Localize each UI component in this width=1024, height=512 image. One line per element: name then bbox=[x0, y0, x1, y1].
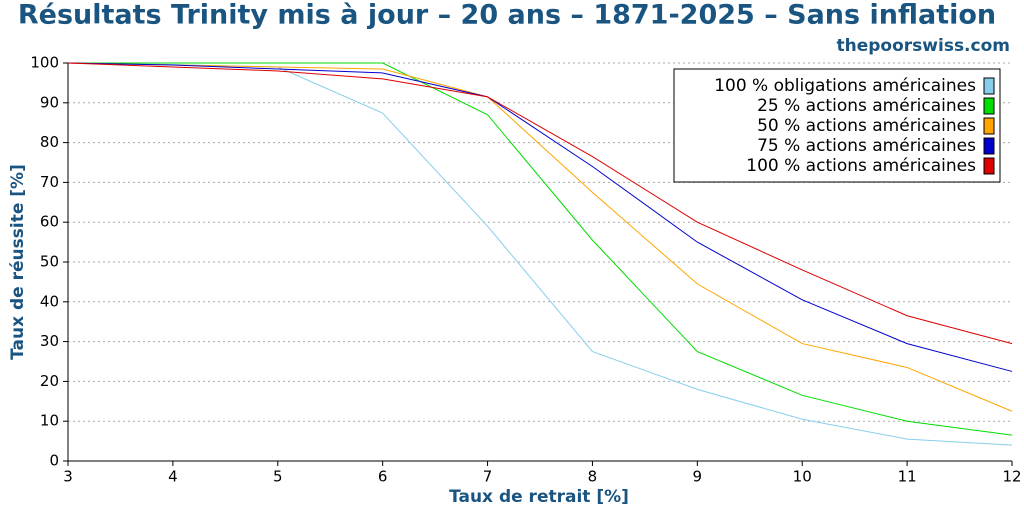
y-tick-label: 100 bbox=[30, 54, 59, 72]
legend-label: 100 % obligations américaines bbox=[714, 76, 976, 96]
y-tick-label: 0 bbox=[49, 452, 59, 470]
x-tick-label: 7 bbox=[483, 468, 493, 486]
plot-area: 0 10 20 30 40 50 60 70 80 90 100 3 4 5 6 7 8 9 10 11 12 100 %… bbox=[30, 54, 1021, 486]
y-tick-label: 50 bbox=[40, 253, 59, 271]
x-tick-label: 10 bbox=[793, 468, 812, 486]
series-line bbox=[68, 62, 1013, 436]
x-axis-label: Taux de retrait [%] bbox=[449, 487, 629, 507]
x-tick-label: 11 bbox=[898, 468, 917, 486]
y-tick-label: 20 bbox=[40, 372, 59, 390]
x-tick-label: 6 bbox=[378, 468, 388, 486]
x-tick-label: 8 bbox=[588, 468, 598, 486]
legend-label: 100 % actions américaines bbox=[746, 156, 976, 176]
x-tick-label: 4 bbox=[168, 468, 178, 486]
y-axis-label: Taux de réussite [%] bbox=[8, 164, 28, 360]
legend-label: 50 % actions américaines bbox=[757, 116, 976, 136]
y-tick-label: 40 bbox=[40, 292, 59, 310]
x-tick-label: 5 bbox=[273, 468, 283, 486]
series-line bbox=[67, 62, 1013, 372]
y-tick-label: 90 bbox=[40, 93, 59, 111]
y-tick-label: 80 bbox=[40, 133, 59, 151]
y-tick-label: 10 bbox=[40, 412, 59, 430]
legend-swatch bbox=[983, 117, 995, 135]
legend-label: 75 % actions américaines bbox=[757, 136, 976, 156]
legend-swatch bbox=[983, 137, 995, 155]
legend-box bbox=[673, 68, 1001, 183]
x-tick-label: 3 bbox=[63, 468, 73, 486]
legend-label: 25 % actions américaines bbox=[757, 96, 976, 116]
chart-subtitle: thepoorswiss.com bbox=[837, 36, 1011, 56]
legend-swatch bbox=[983, 97, 995, 115]
x-tick-label: 9 bbox=[693, 468, 703, 486]
series-line bbox=[67, 62, 1013, 345]
y-tick-label: 70 bbox=[40, 173, 59, 191]
legend-swatch bbox=[983, 157, 995, 175]
series-line bbox=[67, 62, 1013, 412]
y-tick-label: 60 bbox=[40, 213, 59, 231]
chart-title: Résultats Trinity mis à jour – 20 ans – … bbox=[18, 0, 996, 31]
x-tick-label: 12 bbox=[1002, 468, 1021, 486]
legend-swatch bbox=[983, 77, 995, 95]
y-tick-label: 30 bbox=[40, 332, 59, 350]
